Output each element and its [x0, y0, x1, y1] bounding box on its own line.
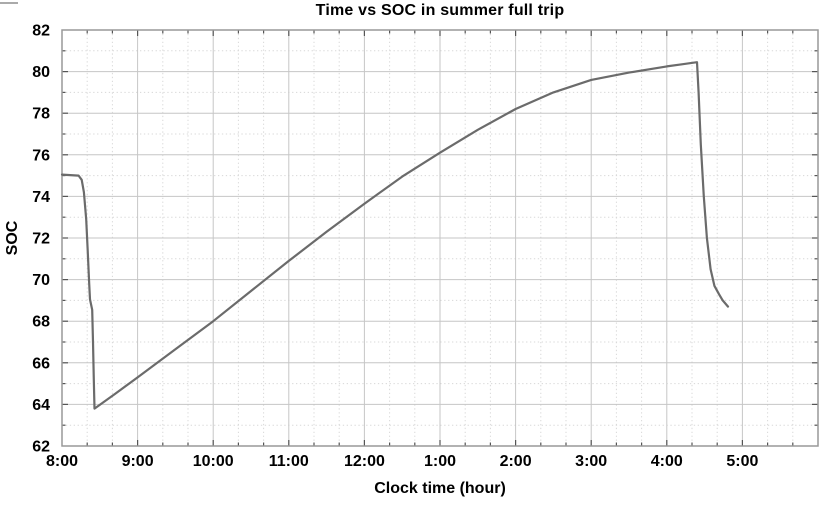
x-tick-label: 10:00 — [193, 453, 234, 470]
x-tick-label: 2:00 — [500, 453, 532, 470]
x-axis-label: Clock time (hour) — [374, 480, 506, 497]
y-tick-labels: 62 64 66 68 70 72 74 76 78 80 82 — [32, 23, 50, 456]
y-tick-label: 78 — [32, 106, 50, 123]
y-tick-label: 76 — [32, 147, 50, 164]
soc-series-line — [60, 61, 730, 410]
crop-artifact-line — [0, 2, 18, 4]
soc-curve — [60, 61, 730, 410]
x-tick-label: 12:00 — [344, 453, 385, 470]
y-tick-label: 68 — [32, 314, 50, 331]
y-tick-label: 64 — [32, 397, 50, 414]
x-tick-label: 9:00 — [122, 453, 154, 470]
y-tick-label: 80 — [32, 64, 50, 81]
x-tick-label: 11:00 — [269, 453, 309, 470]
axes-frame — [61, 29, 819, 447]
x-tick-label: 4:00 — [651, 453, 683, 470]
x-tick-label: 5:00 — [726, 453, 758, 470]
major-grid-layer — [62, 30, 818, 446]
y-tick-label: 62 — [32, 439, 50, 456]
chart-title: Time vs SOC in summer full trip — [315, 2, 565, 19]
y-tick-label: 74 — [32, 189, 50, 206]
x-tick-label: 8:00 — [46, 453, 78, 470]
y-tick-label: 72 — [32, 231, 50, 248]
x-tick-labels: 8:00 9:00 10:00 11:00 12:00 1:00 2:00 3:00 4:00 5… — [46, 453, 759, 470]
y-tick-label: 70 — [32, 272, 50, 289]
y-tick-label: 82 — [32, 23, 50, 40]
x-tick-label: 1:00 — [424, 453, 456, 470]
y-tick-label: 66 — [32, 355, 50, 372]
x-tick-label: 3:00 — [575, 453, 607, 470]
